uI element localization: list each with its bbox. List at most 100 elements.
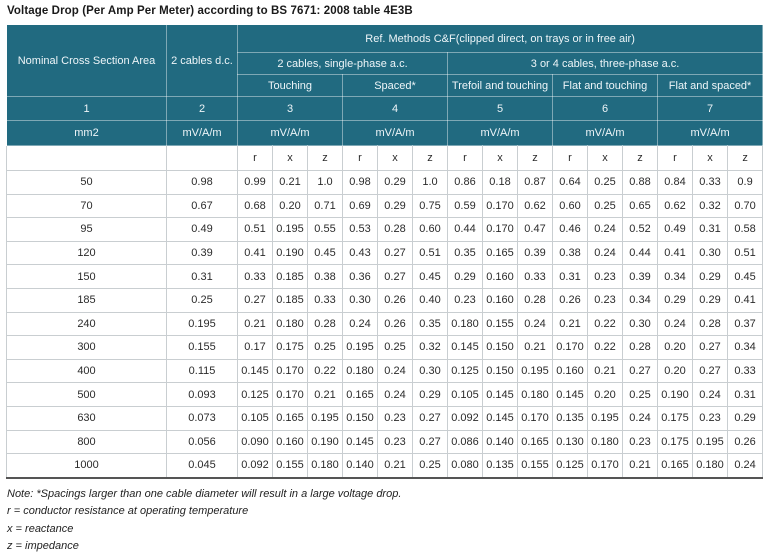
cell-size: 95 — [6, 217, 167, 242]
cell-dc: 0.31 — [166, 264, 238, 289]
cell-value: 0.140 — [482, 429, 518, 455]
cell-value: 0.145 — [482, 405, 518, 431]
cell-value: 0.52 — [622, 217, 658, 242]
cell-value: 0.29 — [412, 382, 448, 407]
cell-value: 0.35 — [412, 311, 448, 337]
cell-value: 0.165 — [272, 405, 308, 431]
rxz-label-r: r — [657, 145, 693, 171]
header-unit-3: mV/A/m — [237, 120, 343, 146]
cell-value: 0.170 — [482, 217, 518, 242]
header-three-phase-group: 3 or 4 cables, three-phase a.c. — [446, 52, 764, 75]
cell-value: 0.37 — [726, 311, 764, 337]
cell-value: 0.23 — [377, 405, 413, 431]
note-line-0: Note: *Spacings larger than one cable di… — [7, 487, 402, 500]
cell-value: 0.59 — [447, 193, 483, 219]
header-subgroup-4: Flat and spaced* — [656, 74, 764, 97]
cell-value: 0.38 — [552, 240, 588, 266]
rxz-label-z: z — [726, 145, 764, 171]
cell-value: 0.29 — [377, 170, 413, 195]
cell-value: 0.25 — [307, 335, 343, 360]
cell-value: 0.24 — [342, 311, 378, 337]
table-row-95: 95 0.49 0.51 0.195 0.55 0.53 0.28 0.60 0.44 0.170… — [6, 217, 764, 242]
cell-value: 0.145 — [447, 335, 483, 360]
cell-value: 0.190 — [657, 382, 693, 407]
header-unit-5: mV/A/m — [447, 120, 553, 146]
cell-value: 0.44 — [622, 240, 658, 266]
cell-value: 0.180 — [307, 453, 343, 479]
cell-value: 0.21 — [587, 358, 623, 384]
cell-value: 0.51 — [237, 217, 273, 242]
cell-value: 0.32 — [692, 193, 728, 219]
cell-value: 0.36 — [342, 264, 378, 289]
rxz-label-x: x — [377, 145, 413, 171]
cell-value: 0.75 — [412, 193, 448, 219]
cell-value: 0.195 — [517, 358, 553, 384]
cell-value: 0.21 — [377, 453, 413, 479]
cell-size: 185 — [6, 287, 167, 313]
cell-value: 0.51 — [412, 240, 448, 266]
cell-value: 0.23 — [377, 429, 413, 455]
cell-value: 0.170 — [482, 193, 518, 219]
cell-value: 0.21 — [552, 311, 588, 337]
cell-dc: 0.073 — [166, 405, 238, 431]
cell-value: 0.130 — [552, 429, 588, 455]
cell-value: 0.25 — [412, 453, 448, 479]
cell-value: 0.86 — [447, 170, 483, 195]
cell-value: 0.125 — [237, 382, 273, 407]
cell-value: 0.31 — [726, 382, 764, 407]
cell-value: 0.180 — [447, 311, 483, 337]
cell-value: 0.22 — [587, 335, 623, 360]
cell-dc: 0.115 — [166, 358, 238, 384]
cell-value: 0.24 — [587, 217, 623, 242]
cell-value: 0.27 — [412, 429, 448, 455]
cell-value: 0.170 — [272, 382, 308, 407]
rxz-label-x: x — [272, 145, 308, 171]
cell-value: 0.125 — [552, 453, 588, 479]
table-row-50: 50 0.98 0.99 0.21 1.0 0.98 0.29 1.0 0.86 0.18 0.87… — [6, 170, 764, 195]
cell-value: 0.27 — [692, 335, 728, 360]
cell-value: 0.090 — [237, 429, 273, 455]
cell-value: 0.99 — [237, 170, 273, 195]
cell-value: 0.160 — [552, 358, 588, 384]
cell-value: 0.51 — [726, 240, 764, 266]
cell-value: 0.22 — [307, 358, 343, 384]
cell-value: 0.24 — [377, 358, 413, 384]
cell-value: 0.29 — [692, 264, 728, 289]
notes: Note: *Spacings larger than one cable di… — [7, 486, 768, 556]
cell-value: 0.60 — [552, 193, 588, 219]
cell-value: 0.39 — [517, 240, 553, 266]
cell-value: 0.170 — [517, 405, 553, 431]
cell-size: 800 — [6, 429, 167, 455]
cell-value: 0.190 — [307, 429, 343, 455]
table-row-240: 240 0.195 0.21 0.180 0.28 0.24 0.26 0.35 0.180 0.… — [6, 311, 764, 337]
cell-value: 0.170 — [552, 335, 588, 360]
cell-value: 0.43 — [342, 240, 378, 266]
cell-value: 0.34 — [657, 264, 693, 289]
table-row-70: 70 0.67 0.68 0.20 0.71 0.69 0.29 0.75 0.59 0.170 0… — [6, 193, 764, 219]
header-col-number-1: 1 — [6, 96, 167, 121]
cell-value: 0.150 — [482, 358, 518, 384]
cell-value: 0.35 — [447, 240, 483, 266]
voltage-drop-table: Nominal Cross Section Area 2 cables d.c.… — [6, 24, 764, 479]
cell-value: 0.135 — [482, 453, 518, 479]
header-subgroup-3: Flat and touching — [552, 74, 658, 97]
rxz-label-x: x — [587, 145, 623, 171]
cell-dc: 0.98 — [166, 170, 238, 195]
cell-value: 0.135 — [552, 405, 588, 431]
cell-value: 0.185 — [272, 264, 308, 289]
cell-value: 0.22 — [587, 311, 623, 337]
cell-value: 0.45 — [412, 264, 448, 289]
cell-value: 0.29 — [692, 287, 728, 313]
cell-value: 0.180 — [692, 453, 728, 479]
cell-value: 0.20 — [657, 335, 693, 360]
cell-value: 0.47 — [517, 217, 553, 242]
cell-value: 0.24 — [587, 240, 623, 266]
cell-value: 0.180 — [272, 311, 308, 337]
cell-value: 0.23 — [622, 429, 658, 455]
cell-value: 0.24 — [622, 405, 658, 431]
rxz-label-x: x — [692, 145, 728, 171]
cell-value: 0.180 — [517, 382, 553, 407]
cell-value: 0.23 — [587, 264, 623, 289]
cell-dc: 0.39 — [166, 240, 238, 266]
cell-value: 0.27 — [692, 358, 728, 384]
